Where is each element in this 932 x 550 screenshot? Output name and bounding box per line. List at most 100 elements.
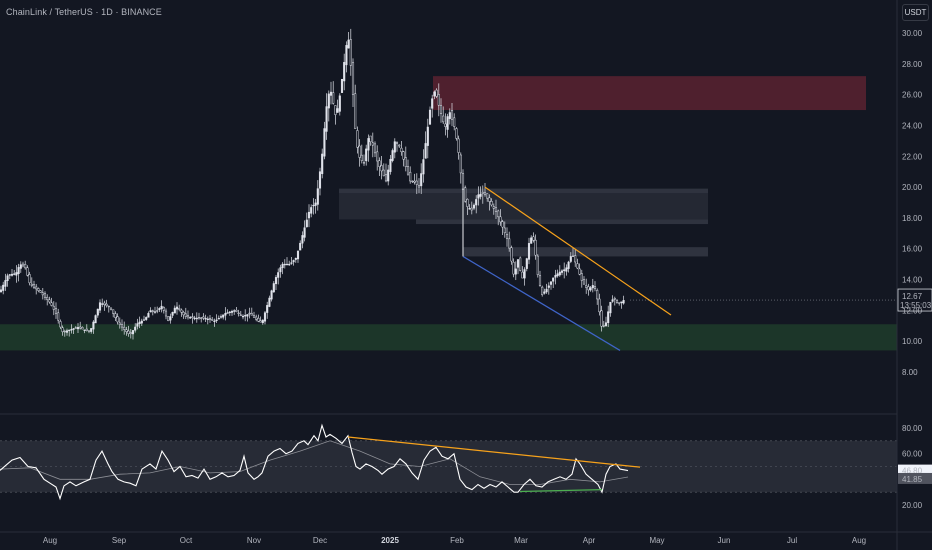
- time-tick-label: Dec: [313, 536, 327, 545]
- candle-body: [457, 138, 460, 153]
- candle: [63, 329, 66, 337]
- candle-body: [365, 148, 368, 162]
- candle: [395, 141, 399, 152]
- candle: [470, 201, 473, 215]
- candle: [596, 288, 599, 305]
- candle-body: [505, 234, 509, 239]
- candle: [303, 220, 306, 242]
- candle-body: [134, 326, 137, 331]
- candle-body: [444, 123, 447, 127]
- candle: [74, 326, 77, 329]
- candle-body: [230, 311, 234, 313]
- time-axis[interactable]: Aug Sep Oct Nov Dec 2025 Feb Mar Apr May Jun Jul Aug: [43, 536, 866, 545]
- price-tick-label: 24.00: [902, 121, 923, 130]
- candle-body: [226, 312, 229, 314]
- candle-body: [358, 145, 361, 158]
- candle-body: [402, 151, 405, 160]
- candle-body: [142, 319, 146, 321]
- candle: [296, 250, 300, 263]
- candle-body: [147, 313, 150, 318]
- candle: [404, 146, 407, 172]
- candle-body: [74, 327, 77, 329]
- candle-body: [24, 264, 27, 269]
- candle: [552, 277, 555, 289]
- candle-body: [424, 143, 427, 159]
- candle-body: [356, 130, 359, 148]
- candle-body: [200, 317, 203, 319]
- candle: [261, 319, 264, 325]
- time-tick-label: Mar: [514, 536, 528, 545]
- candle-body: [156, 310, 159, 312]
- candle-body: [371, 142, 374, 146]
- candle-body: [233, 310, 236, 312]
- candle: [571, 248, 575, 257]
- candle-body: [285, 263, 289, 266]
- candle: [145, 316, 148, 321]
- candle: [83, 329, 86, 334]
- candle: [549, 280, 553, 290]
- candle: [536, 254, 539, 278]
- candle: [613, 296, 616, 306]
- candle: [153, 306, 157, 314]
- candle-body: [171, 312, 174, 316]
- candle-body: [420, 173, 423, 187]
- countdown-label: 13:55:03: [900, 301, 932, 310]
- time-tick-label: Jul: [787, 536, 797, 545]
- candle: [252, 311, 256, 318]
- candle: [442, 106, 445, 124]
- candle: [547, 282, 550, 295]
- time-tick-label: Aug: [43, 536, 57, 545]
- candle: [79, 321, 82, 330]
- candle: [332, 81, 335, 105]
- candle-body: [472, 204, 476, 209]
- candle-body: [620, 301, 623, 304]
- candle-body: [167, 316, 170, 322]
- candle: [103, 300, 106, 311]
- candle-body: [384, 174, 388, 182]
- candle: [563, 262, 566, 279]
- candle: [288, 260, 291, 266]
- candle: [602, 320, 605, 328]
- candle-body: [39, 290, 42, 293]
- rsi-upper-trendline: [347, 436, 641, 468]
- candle-body: [615, 300, 619, 303]
- candle-body: [345, 45, 348, 66]
- candle-body: [448, 112, 451, 119]
- candle: [215, 314, 218, 324]
- candle-body: [618, 302, 621, 304]
- candle: [105, 299, 108, 308]
- candle: [270, 289, 273, 302]
- candle: [417, 178, 421, 194]
- candle-body: [398, 144, 401, 147]
- candle-body: [376, 151, 379, 162]
- candle-body: [521, 271, 524, 279]
- candle: [219, 314, 223, 319]
- candle: [380, 155, 383, 180]
- price-axis[interactable]: 30.00 28.00 26.00 24.00 22.00 20.00 18.00 16.00…: [902, 29, 923, 377]
- candle: [197, 312, 201, 320]
- candle: [217, 315, 220, 320]
- candle-body: [6, 275, 9, 281]
- candle-body: [279, 267, 282, 273]
- candle-body: [246, 314, 249, 317]
- candle: [367, 134, 370, 162]
- candle-body: [21, 263, 25, 267]
- candle: [479, 186, 482, 200]
- candle-body: [378, 160, 381, 167]
- candle: [532, 232, 535, 243]
- candle: [173, 305, 176, 314]
- candle-body: [296, 250, 300, 260]
- candle-body: [351, 62, 355, 95]
- candle-body: [158, 308, 161, 310]
- candle-body: [428, 109, 432, 125]
- candle: [567, 260, 570, 273]
- candle: [96, 308, 99, 318]
- last-price-label: 12.67: [902, 292, 923, 301]
- candle-body: [538, 275, 542, 286]
- currency-button[interactable]: USDT: [902, 4, 929, 21]
- candle: [569, 252, 572, 264]
- candle-body: [593, 286, 597, 290]
